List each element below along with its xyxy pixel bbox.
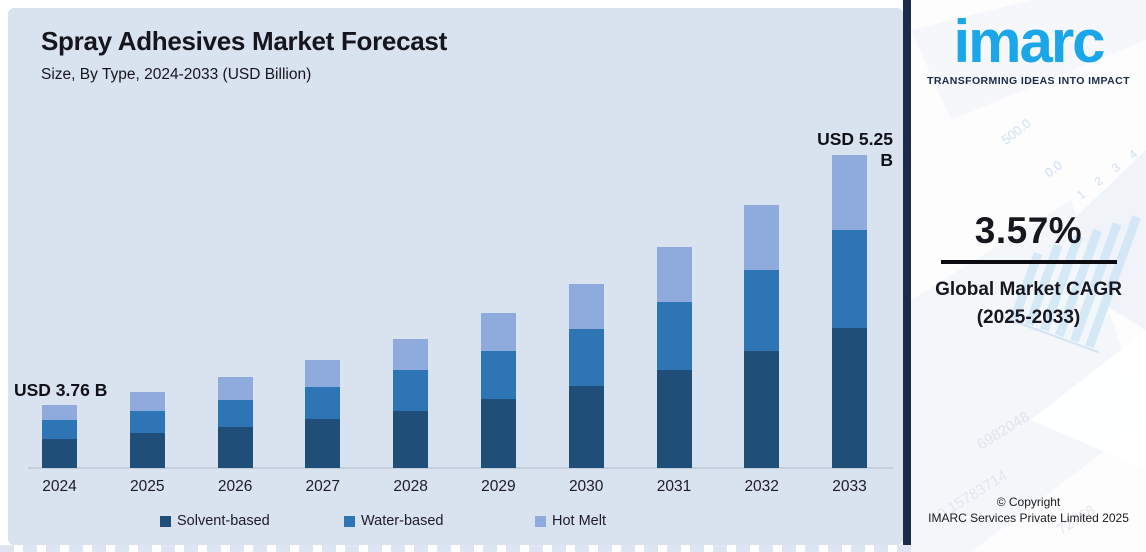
slide-edge-dashes <box>0 545 1146 552</box>
bar-segment-2024-water-based <box>42 420 77 439</box>
data-label-2024: USD 3.76 B <box>14 380 108 400</box>
bar-segment-2032-water-based <box>744 270 780 351</box>
cagr-label-line1: Global Market CAGR <box>935 279 1122 300</box>
watermark-graphic: 500.0 0.0 1 2 3 4 6982048 0.15783714 727… <box>911 0 1146 552</box>
bar-segment-2029-hot-melt <box>480 313 516 351</box>
bar-segment-2024-hot-melt <box>42 405 77 420</box>
cagr-block: 3.57% Global Market CAGR (2025-2033) <box>911 210 1146 331</box>
x-axis-label-2028: 2028 <box>393 478 428 495</box>
bar-segment-2029-water-based <box>480 351 516 399</box>
bar-segment-2026-solvent-based <box>217 427 253 468</box>
bar-segment-2032-solvent-based <box>744 351 780 468</box>
bar-segment-2027-hot-melt <box>305 360 341 387</box>
x-axis-label-2032: 2032 <box>744 478 779 495</box>
bar-segment-2028-hot-melt <box>393 339 429 370</box>
brand-sidebar: 500.0 0.0 1 2 3 4 6982048 0.15783714 727… <box>911 0 1146 552</box>
cagr-value: 3.57% <box>974 210 1083 251</box>
bar-segment-2026-hot-melt <box>217 377 253 400</box>
bar-segment-2033-hot-melt <box>832 155 867 230</box>
legend-item-solvent-based: Solvent-based <box>160 513 270 529</box>
bar-segment-2031-hot-melt <box>656 247 692 302</box>
chart-subtitle: Size, By Type, 2024-2033 (USD Billion) <box>41 66 312 83</box>
imarc-logo-text: imarc <box>953 8 1105 75</box>
svg-text:500.0: 500.0 <box>999 116 1034 148</box>
bar-segment-2031-water-based <box>656 302 692 370</box>
page-title: Spray Adhesives Market Forecast <box>41 26 447 56</box>
legend-label: Hot Melt <box>552 513 606 529</box>
copyright-line2: IMARC Services Private Limited 2025 <box>928 511 1129 526</box>
bar-segment-2027-solvent-based <box>305 419 341 468</box>
bar-segment-2025-hot-melt <box>129 392 165 411</box>
copyright-line1: © Copyright <box>996 495 1061 509</box>
bar-segment-2033-water-based <box>832 230 867 328</box>
bar-segment-2027-water-based <box>305 387 341 419</box>
x-axis-label-2030: 2030 <box>568 478 604 495</box>
bar-segment-2032-hot-melt <box>744 205 780 270</box>
x-axis-label-2029: 2029 <box>481 478 516 495</box>
legend-label: Water-based <box>361 513 444 529</box>
legend-swatch-icon <box>344 515 355 527</box>
bar-segment-2026-water-based <box>217 400 253 427</box>
x-axis-label-2033: 2033 <box>832 478 867 495</box>
legend-label: Solvent-based <box>177 513 270 529</box>
bar-segment-2033-solvent-based <box>832 328 867 468</box>
x-axis-label-2031: 2031 <box>656 478 692 495</box>
cagr-label-line2: (2025-2033) <box>976 306 1081 328</box>
bar-segment-2024-solvent-based <box>42 439 77 468</box>
bar-segment-2025-solvent-based <box>129 433 165 468</box>
legend-swatch-icon <box>160 515 171 527</box>
x-axis-line <box>28 467 893 469</box>
bar-segment-2029-solvent-based <box>480 399 516 468</box>
imarc-logo: imarc TRANSFORMING IDEAS INTO IMPACT <box>911 10 1146 87</box>
x-axis-label-2024: 2024 <box>42 478 77 495</box>
legend-item-water-based: Water-based <box>344 513 443 529</box>
copyright: © Copyright IMARC Services Private Limit… <box>911 494 1146 526</box>
x-axis-label-2026: 2026 <box>217 478 253 495</box>
bar-segment-2030-water-based <box>568 329 604 386</box>
bar-segment-2028-water-based <box>393 370 429 411</box>
svg-text:0.0: 0.0 <box>1042 157 1065 180</box>
bar-segment-2030-hot-melt <box>568 284 604 329</box>
bar-segment-2030-solvent-based <box>568 386 604 468</box>
x-axis-label-2027: 2027 <box>305 478 341 495</box>
legend-item-hot-melt: Hot Melt <box>535 513 606 529</box>
cagr-divider-line <box>940 260 1117 264</box>
bar-segment-2025-water-based <box>129 411 165 433</box>
x-axis-label-2025: 2025 <box>130 478 165 495</box>
imarc-logo-tagline: TRANSFORMING IDEAS INTO IMPACT <box>927 75 1130 87</box>
panel-divider <box>903 0 911 545</box>
data-label-2033: USD 5.25 B <box>817 129 893 170</box>
bar-segment-2028-solvent-based <box>393 411 429 468</box>
bar-segment-2031-solvent-based <box>656 370 692 468</box>
legend-swatch-icon <box>535 515 546 527</box>
plot-area: USD 3.76 B USD 5.25 B 2024 2025 2026 2027 20… <box>14 129 893 529</box>
